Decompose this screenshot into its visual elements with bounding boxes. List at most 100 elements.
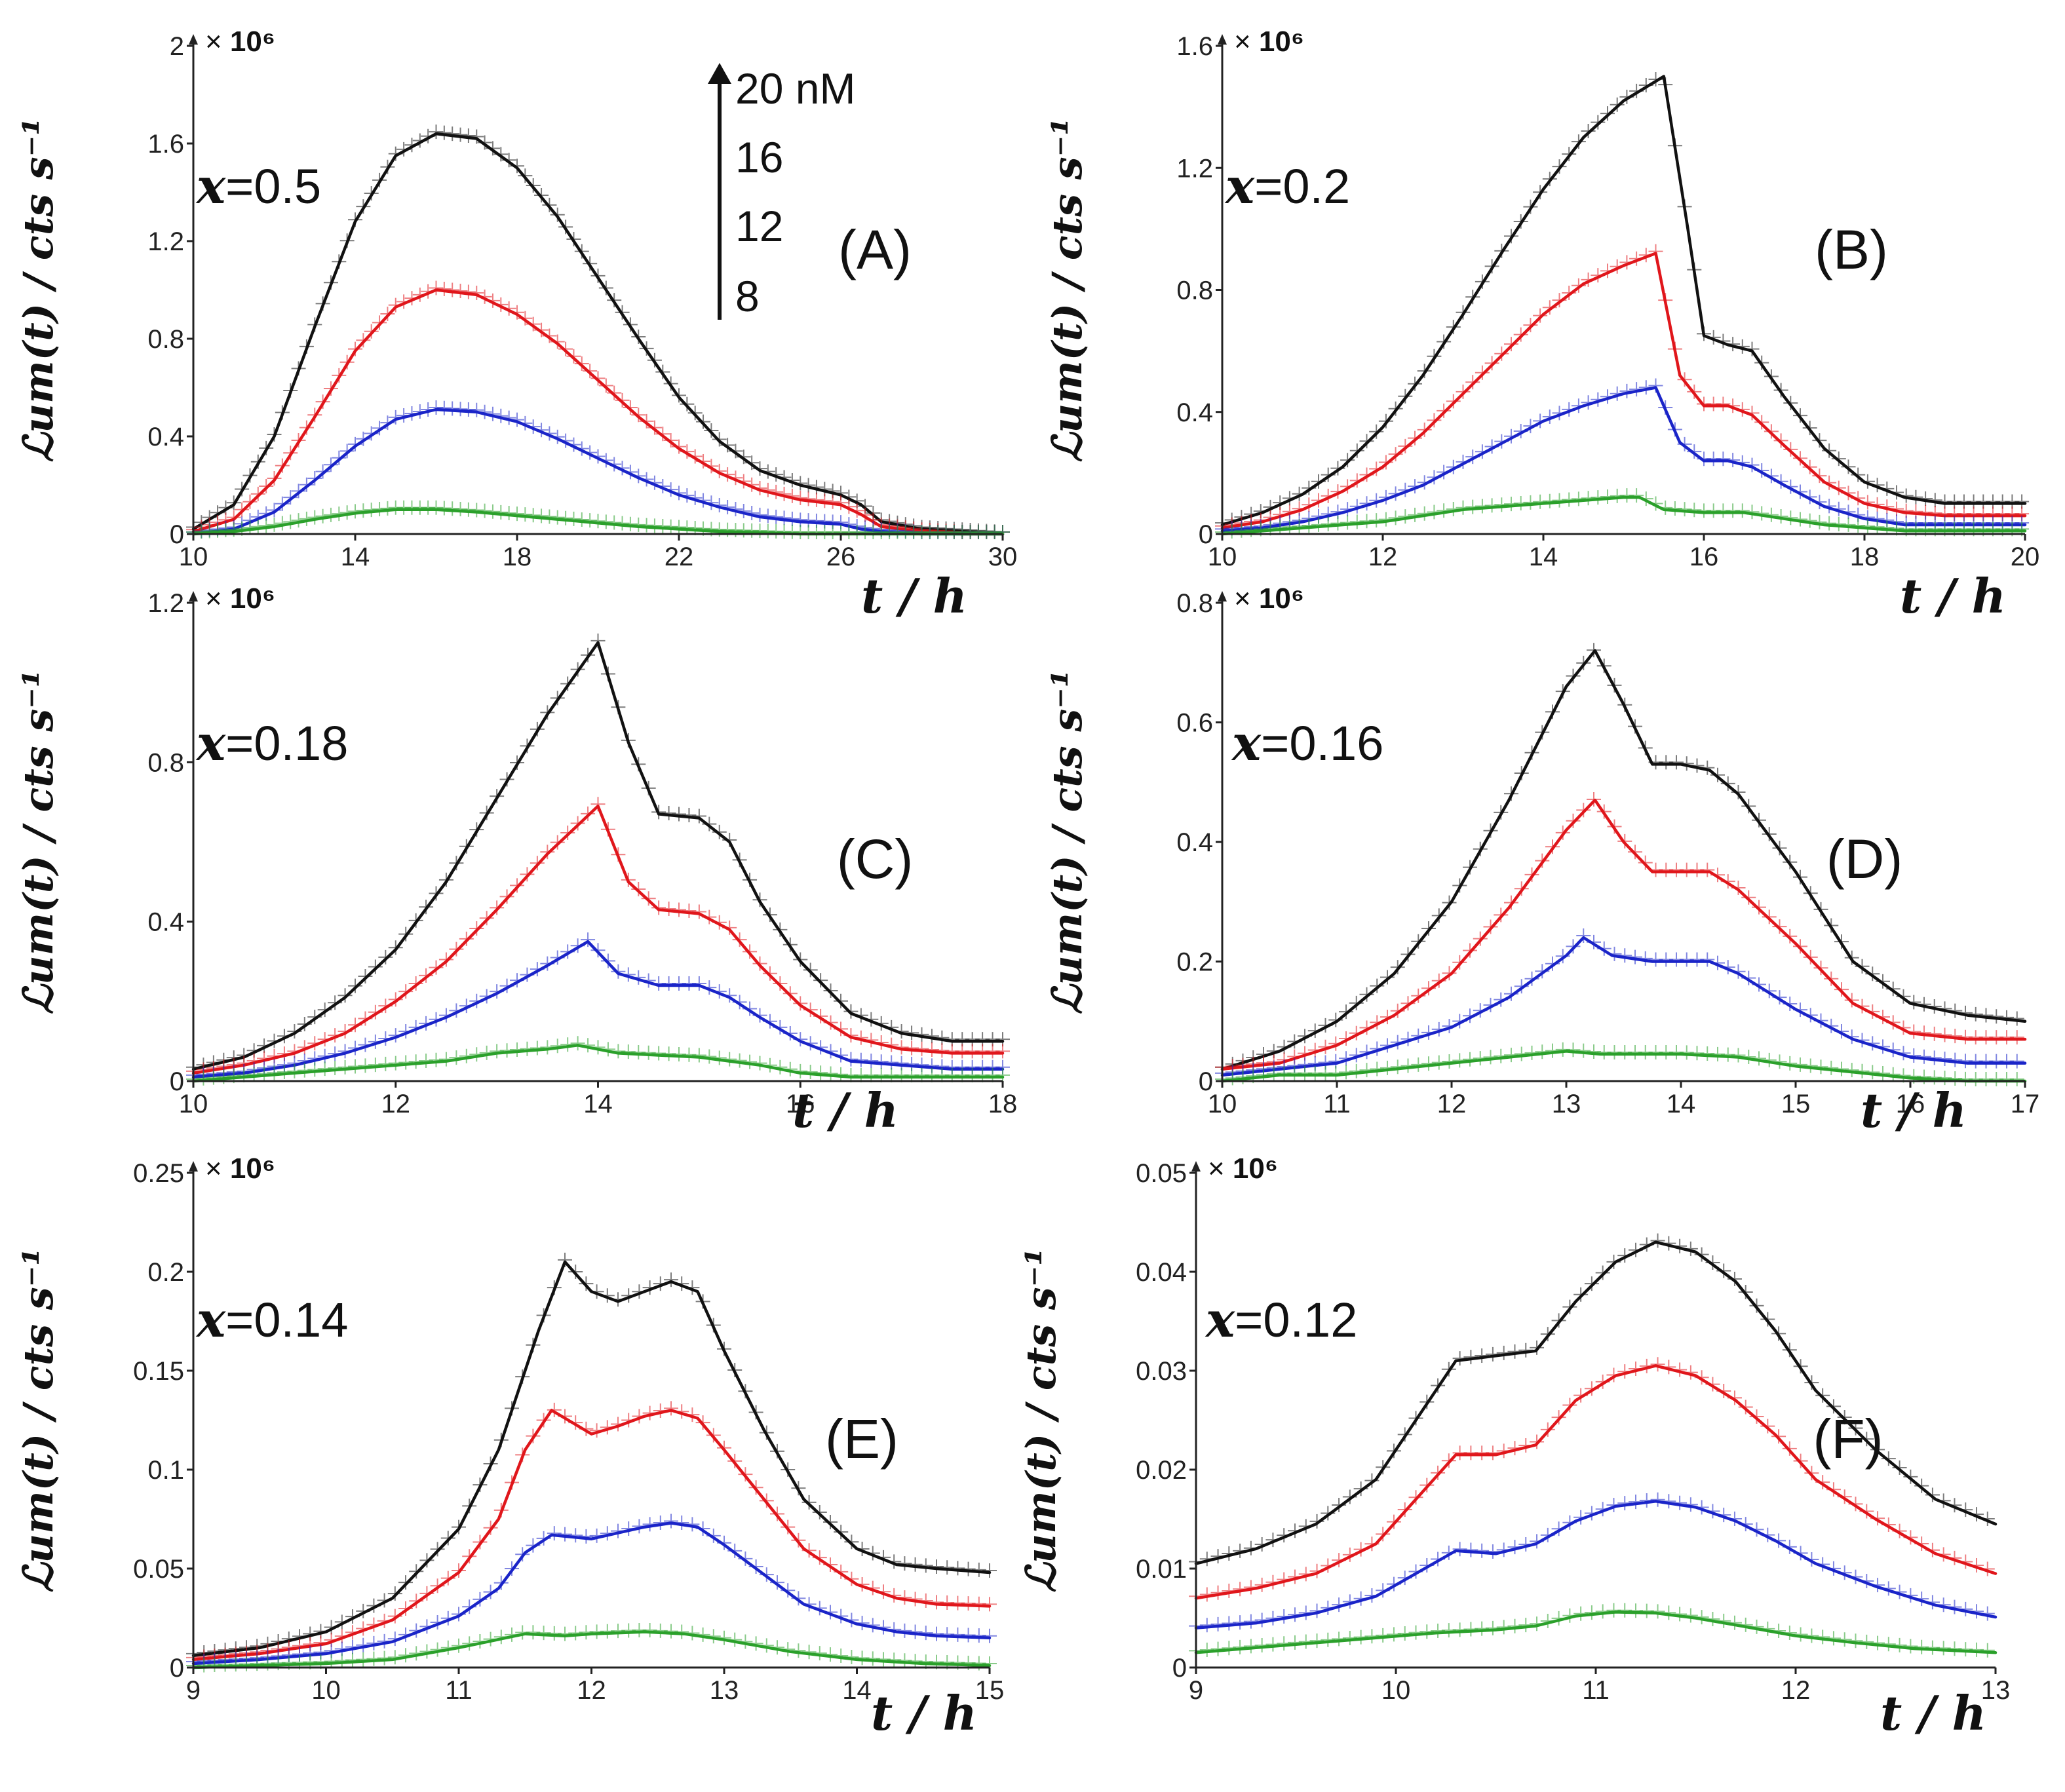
data-marker xyxy=(510,506,524,522)
series-line xyxy=(191,1521,992,1666)
series-f-1 xyxy=(1189,1233,1997,1569)
data-marker xyxy=(1342,1630,1357,1645)
series-c-4 xyxy=(186,1036,1010,1086)
data-marker xyxy=(2009,1011,2024,1026)
exponent-label: × 10⁶ xyxy=(205,582,275,615)
data-marker xyxy=(315,464,330,479)
series-markers xyxy=(1215,643,2024,1075)
data-marker xyxy=(672,807,686,822)
series-markers xyxy=(1189,1603,1995,1658)
exponent-label: × 10⁶ xyxy=(1234,582,1304,615)
panel-e: 9 10 11 12 13 14 15 0 0.05 0.1 0.15 0.2 0.25 × 10⁶ ℒum… xyxy=(14,1153,1004,1741)
data-marker xyxy=(853,1052,868,1067)
data-marker xyxy=(1485,1544,1500,1559)
data-marker xyxy=(348,504,362,519)
x-tick-label: 10 xyxy=(1381,1676,1411,1705)
data-marker xyxy=(485,504,500,519)
data-marker xyxy=(1841,459,1856,474)
data-marker xyxy=(1292,519,1307,534)
data-marker xyxy=(950,1561,965,1576)
data-marker xyxy=(1282,520,1297,535)
data-marker xyxy=(1576,928,1591,943)
data-marker xyxy=(1398,438,1413,453)
data-marker xyxy=(1716,451,1731,467)
x-tick-label: 16 xyxy=(1896,1090,1925,1118)
data-marker xyxy=(1573,1606,1589,1621)
data-marker xyxy=(547,1402,562,1417)
panel-a: 10 14 18 22 26 30 0 0.4 0.8 1.2 1.6 2 × 10⁶ ℒum(t) / … xyxy=(14,26,1017,624)
data-marker xyxy=(884,1055,899,1070)
data-marker xyxy=(691,1048,706,1063)
data-marker xyxy=(1925,1487,1940,1502)
data-marker xyxy=(929,1559,944,1574)
data-marker xyxy=(348,1059,362,1074)
data-marker xyxy=(1298,1634,1313,1649)
data-marker xyxy=(277,1065,292,1080)
data-marker xyxy=(530,1040,545,1056)
data-marker xyxy=(1210,1641,1225,1656)
data-marker xyxy=(1650,1492,1665,1507)
data-marker xyxy=(834,1067,848,1082)
series-line xyxy=(191,641,1005,1071)
x-tick-label: 12 xyxy=(1368,543,1398,571)
data-marker xyxy=(1273,520,1288,535)
data-marker xyxy=(1581,123,1596,138)
data-marker xyxy=(1364,1629,1380,1644)
y-tick-label: 0.04 xyxy=(1136,1258,1187,1287)
data-marker xyxy=(995,1067,1010,1082)
data-marker xyxy=(419,1054,434,1069)
series-line xyxy=(191,940,1005,1079)
y-tick-label: 0.4 xyxy=(147,908,184,937)
data-marker xyxy=(501,505,516,520)
param-label: x=0.5 xyxy=(195,159,321,215)
data-marker xyxy=(1716,396,1731,411)
data-marker xyxy=(499,1043,514,1058)
series-d-1 xyxy=(1215,643,2027,1075)
series-line xyxy=(1194,1500,1997,1630)
panel-d: 10 11 12 13 14 15 16 17 0 0.2 0.4 0.6 0.8 × 10⁶ ℒum(t)… xyxy=(1043,582,2039,1138)
data-marker xyxy=(918,1558,933,1573)
y-axis-arrow xyxy=(1191,1161,1201,1172)
data-marker xyxy=(1710,767,1725,782)
data-marker xyxy=(267,1065,282,1080)
y-axis-arrow xyxy=(189,1161,198,1172)
data-marker xyxy=(914,1041,929,1056)
concentration-legend: 20 nM 16 12 8 xyxy=(708,63,855,320)
data-marker xyxy=(307,1062,322,1077)
series-line xyxy=(1220,75,2027,527)
param-label: x=0.18 xyxy=(195,715,348,772)
data-marker xyxy=(1600,489,1615,504)
series-markers xyxy=(186,932,1010,1082)
x-tick-label: 18 xyxy=(1850,543,1880,571)
series-line xyxy=(191,1260,992,1658)
param-label: x=0.12 xyxy=(1205,1292,1357,1348)
series-markers xyxy=(1215,72,2030,531)
series-line xyxy=(191,1630,992,1669)
x-tick-label: 22 xyxy=(665,543,694,571)
y-tick-label: 0.01 xyxy=(1136,1555,1187,1584)
data-marker xyxy=(583,513,598,528)
series-b-2 xyxy=(1215,244,2030,533)
series-line xyxy=(1194,1364,1997,1600)
data-marker xyxy=(691,809,706,824)
data-marker xyxy=(1738,1400,1753,1415)
x-tick-label: 18 xyxy=(503,543,532,571)
data-marker xyxy=(897,1556,912,1571)
data-marker xyxy=(918,1626,933,1641)
panel-tag: (B) xyxy=(1815,219,1888,280)
x-tick-label: 10 xyxy=(311,1676,341,1705)
data-marker xyxy=(1749,1409,1764,1424)
data-marker xyxy=(924,1042,939,1057)
data-marker xyxy=(429,280,444,295)
data-marker xyxy=(1851,467,1866,482)
y-tick-label: 0 xyxy=(1199,520,1213,549)
data-marker xyxy=(378,1056,393,1071)
x-tick-label: 16 xyxy=(1689,543,1719,571)
data-marker xyxy=(904,1040,919,1056)
data-marker xyxy=(1914,1478,1929,1493)
panel-c: 10 12 14 16 18 0 0.4 0.8 1.2 × 10⁶ ℒum(t) / cts s⁻… xyxy=(14,582,1017,1138)
y-tick-label: 0.8 xyxy=(147,748,184,777)
y-tick-label: 0.25 xyxy=(133,1159,184,1188)
series-line xyxy=(1220,252,2027,529)
